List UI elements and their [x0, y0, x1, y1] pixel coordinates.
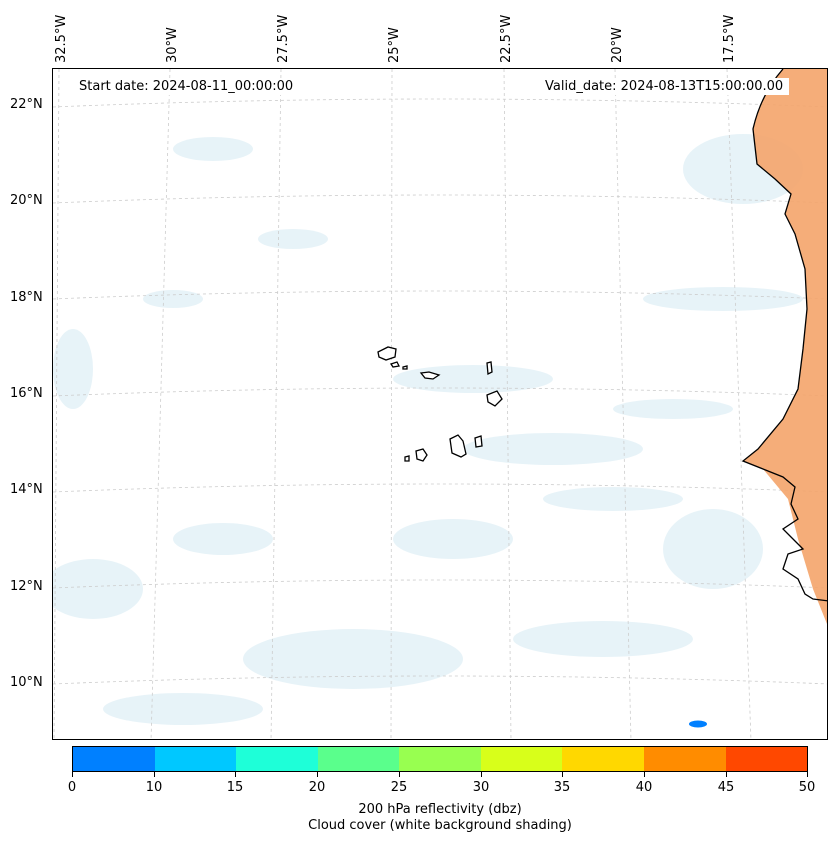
colorbar-segment [643, 747, 726, 771]
colorbar-tick-label: 25 [390, 780, 408, 795]
map-panel [52, 68, 828, 740]
cape-verde-islands [377, 346, 503, 462]
colorbar-tick [399, 772, 400, 777]
colorbar-tick [235, 772, 236, 777]
colorbar-segment [562, 747, 644, 771]
colorbar-segment [480, 747, 563, 771]
island-santo-antao [377, 346, 397, 361]
island-sal [486, 361, 493, 376]
lon-label-22-5w: 22.5°W [499, 14, 514, 63]
colorbar-tick-label: 45 [717, 780, 735, 795]
colorbar-segment [317, 747, 400, 771]
colorbar-tick-label: 20 [308, 780, 326, 795]
colorbar-title: 200 hPa reflectivity (dbz) [358, 802, 522, 817]
coastline [741, 69, 827, 602]
lon-label-32-5w: 32.5°W [54, 14, 69, 63]
start-date-label: Start date: 2024-08-11_00:00:00 [73, 78, 300, 95]
island-maio [474, 435, 483, 448]
colorbar-tick [481, 772, 482, 777]
lat-label-22n: 22°N [10, 97, 43, 112]
lat-label-20n: 20°N [10, 193, 43, 208]
colorbar-tick-label: 30 [472, 780, 490, 795]
colorbar-tick-label: 10 [145, 780, 163, 795]
gridlines [53, 69, 827, 739]
colorbar-subtitle: Cloud cover (white background shading) [308, 818, 572, 833]
island-sao-nicolau [419, 371, 441, 380]
colorbar-tick [562, 772, 563, 777]
lon-label-30w: 30°W [165, 27, 180, 63]
reflectivity-blob [689, 720, 707, 728]
lon-label-20w: 20°W [610, 27, 625, 63]
colorbar-segment [73, 747, 155, 771]
colorbar-segment [154, 747, 237, 771]
land-reflectivity-region [743, 69, 827, 624]
colorbar-tick-label: 50 [798, 780, 816, 795]
colorbar-tick [726, 772, 727, 777]
valid-date-label: Valid_date: 2024-08-13T15:00:00.00 [539, 78, 790, 95]
colorbar-tick [644, 772, 645, 777]
map-canvas [53, 69, 827, 739]
lon-label-25w: 25°W [387, 27, 402, 63]
colorbar-segment [399, 747, 481, 771]
colorbar-tick [72, 772, 73, 777]
colorbar-tick [317, 772, 318, 777]
colorbar-tick-label: 15 [226, 780, 244, 795]
cloud-cover-shading [53, 134, 803, 725]
island-santa-luzia [402, 365, 408, 370]
island-sao-vicente [389, 361, 400, 368]
lon-label-27-5w: 27.5°W [276, 14, 291, 63]
lat-label-14n: 14°N [10, 482, 43, 497]
colorbar-tick-label: 40 [635, 780, 653, 795]
lat-label-18n: 18°N [10, 290, 43, 305]
lat-label-12n: 12°N [10, 579, 43, 594]
island-boa-vista [486, 390, 503, 407]
lon-label-17-5w: 17.5°W [722, 14, 737, 63]
lat-label-16n: 16°N [10, 386, 43, 401]
reflectivity-colorbar [72, 746, 808, 772]
colorbar-tick-label: 0 [67, 780, 77, 795]
colorbar-segment [725, 747, 808, 771]
colorbar-segment [236, 747, 318, 771]
lat-label-10n: 10°N [10, 675, 43, 690]
colorbar-tick [154, 772, 155, 777]
island-fogo [415, 448, 428, 462]
island-brava [404, 455, 410, 462]
colorbar-tick [807, 772, 808, 777]
island-santiago [449, 434, 467, 458]
colorbar-tick-label: 35 [553, 780, 571, 795]
